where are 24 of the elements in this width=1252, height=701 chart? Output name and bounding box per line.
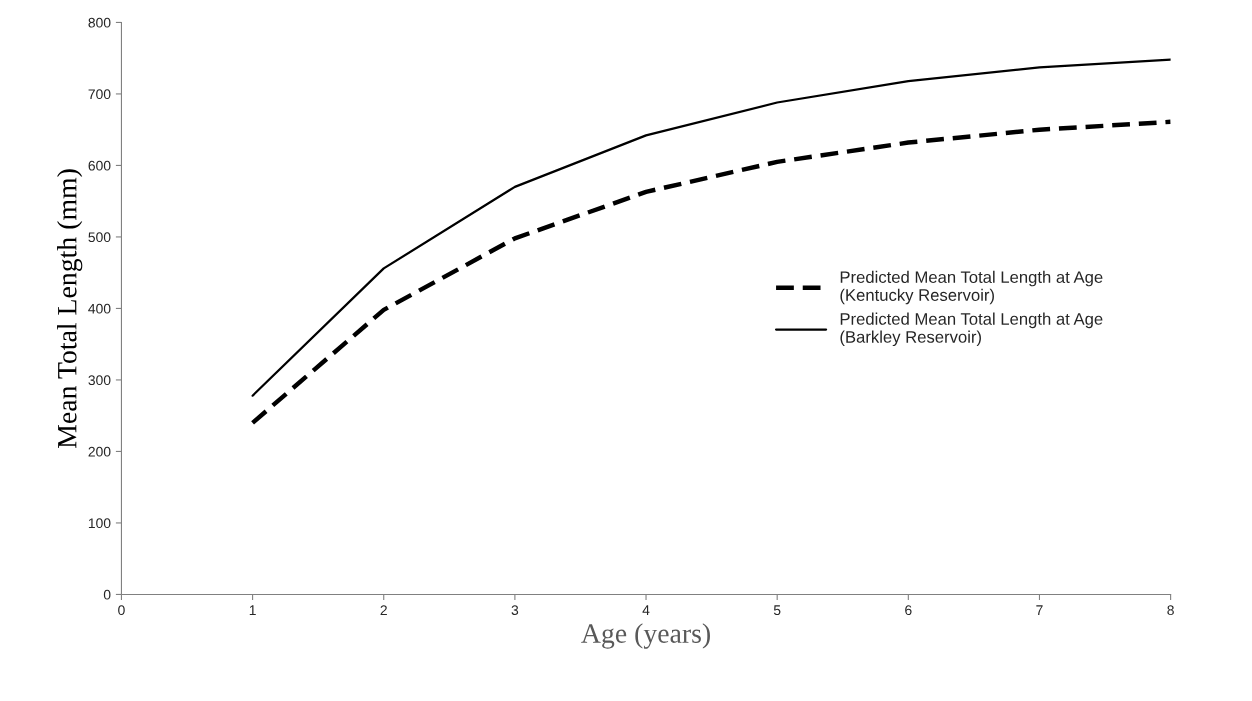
y-tick-label: 100 — [88, 518, 111, 529]
legend-label: Predicted Mean Total Length at Age (Barkley Reservoir) — [840, 312, 1103, 347]
line-series — [251, 58, 1171, 397]
y-tick-label: 600 — [88, 160, 111, 171]
line-series — [250, 119, 1171, 426]
y-tick-label: 400 — [88, 303, 111, 314]
x-axis-title: Age (years) — [581, 623, 710, 649]
y-tick-label: 200 — [88, 446, 111, 457]
x-tick-label: 2 — [380, 605, 387, 615]
y-tick-label: 300 — [88, 375, 111, 386]
y-tick-label: 800 — [88, 17, 111, 28]
x-tick-label: 7 — [1036, 605, 1043, 615]
x-tick-label: 1 — [249, 605, 256, 615]
y-tick-label: 500 — [88, 232, 111, 243]
y-axis-title: Mean Total Length (mm) — [57, 169, 83, 448]
x-tick-label: 0 — [118, 605, 125, 616]
y-tick-label: 0 — [103, 589, 111, 600]
x-tick-label: 5 — [773, 605, 781, 616]
x-tick-label: 3 — [511, 605, 519, 616]
x-tick-label: 8 — [1167, 605, 1174, 616]
y-tick-label: 700 — [88, 89, 111, 100]
legend-label: Predicted Mean Total Length at Age (Kentucky Reservoir) — [840, 270, 1103, 305]
x-tick-label: 6 — [905, 605, 912, 616]
x-tick-label: 4 — [642, 605, 650, 615]
